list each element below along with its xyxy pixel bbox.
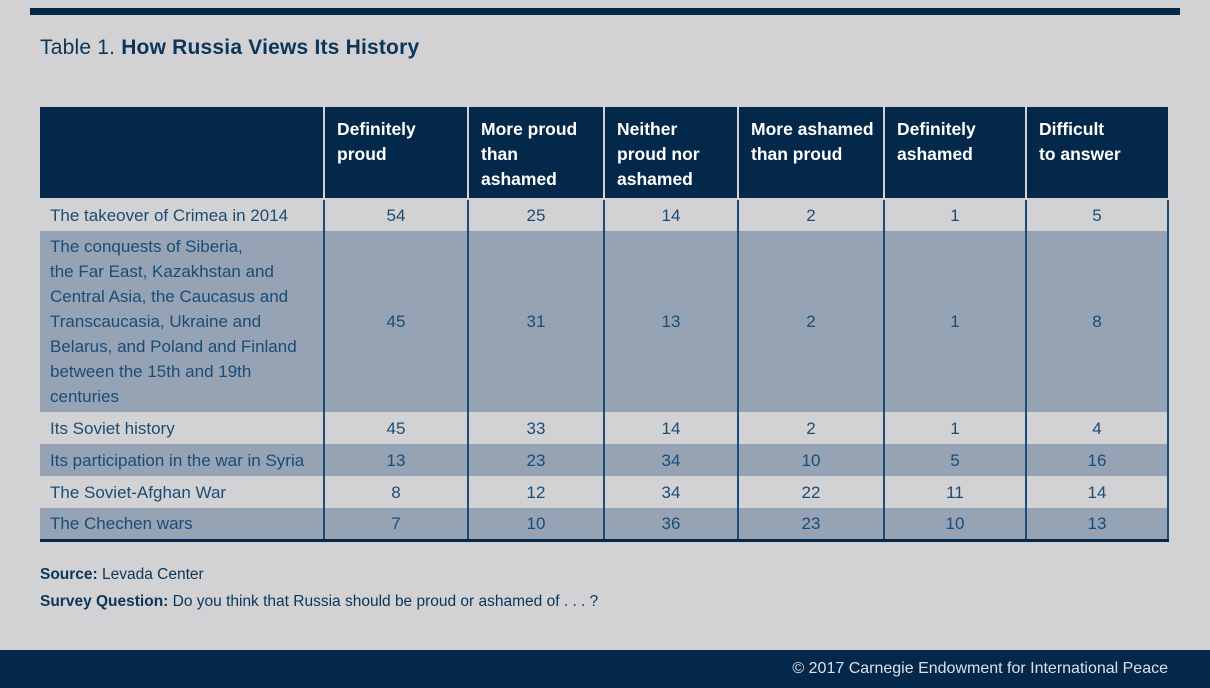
cell-value: 13: [323, 444, 468, 476]
cell-value: 34: [603, 476, 738, 508]
header-cell-definitely-proud: Definitely proud: [323, 107, 468, 200]
cell-value: 2: [737, 412, 884, 444]
table-row-soviet-history: Its Soviet history 45 33 14 2 1 4: [40, 412, 1169, 444]
row-label: The takeover of Crimea in 2014: [50, 206, 289, 225]
cell-value: 10: [467, 508, 604, 541]
cell-value: 13: [1025, 508, 1169, 541]
header-cell-empty: [40, 107, 324, 200]
cell-value: 2: [737, 231, 884, 412]
cell-value: 10: [737, 444, 884, 476]
history-opinion-table: Definitely proud More proud than ashamed…: [40, 107, 1169, 542]
header-row: Definitely proud More proud than ashamed…: [40, 107, 1168, 200]
table-row-chechen-wars: The Chechen wars 7 10 36 23 10 13: [40, 508, 1169, 541]
survey-question-label: Survey Question:: [40, 593, 169, 610]
row-label: The Chechen wars: [50, 514, 193, 533]
row-label: Its participation in the war in Syria: [50, 450, 305, 470]
table-row-afghan-war: The Soviet-Afghan War 8 12 34 22 11 14: [40, 476, 1169, 508]
cell-value: 12: [467, 476, 604, 508]
cell-value: 14: [1025, 476, 1169, 508]
cell-value: 23: [467, 444, 604, 476]
cell-value: 5: [883, 444, 1026, 476]
cell-value: 13: [603, 231, 738, 412]
top-rule: [30, 8, 1180, 15]
cell-value: 10: [883, 508, 1026, 541]
cell-value: 31: [467, 231, 604, 412]
footnotes: Source: Levada Center Survey Question: D…: [40, 561, 598, 615]
survey-question-text: Do you think that Russia should be proud…: [168, 593, 599, 610]
cell-value: 5: [1025, 199, 1169, 231]
row-label: Its Soviet history: [50, 418, 175, 438]
table-row-crimea: The takeover of Crimea in 2014 54 25 14 …: [40, 199, 1169, 231]
table-number-label: Table 1.: [40, 36, 122, 59]
footer-bar: © 2017 Carnegie Endowment for Internatio…: [0, 650, 1210, 688]
cell-value: 34: [603, 444, 738, 476]
copyright-text: © 2017 Carnegie Endowment for Internatio…: [792, 660, 1168, 677]
cell-value: 1: [883, 231, 1026, 412]
source-text: Levada Center: [97, 566, 204, 583]
cell-value: 16: [1025, 444, 1169, 476]
table-title-text: How Russia Views Its History: [121, 36, 420, 59]
survey-question-note: Survey Question: Do you think that Russi…: [40, 588, 598, 615]
header-cell-definitely-ashamed: Definitely ashamed: [883, 107, 1026, 200]
cell-value: 14: [603, 412, 738, 444]
table-row-conquests: The conquests of Siberia, the Far East, …: [40, 231, 1169, 412]
header-cell-difficult: Difficult to answer: [1025, 107, 1168, 200]
cell-value: 1: [883, 199, 1026, 231]
cell-value: 4: [1025, 412, 1169, 444]
header-cell-more-proud: More proud than ashamed: [467, 107, 604, 200]
cell-value: 22: [737, 476, 884, 508]
cell-value: 1: [883, 412, 1026, 444]
page-title: Table 1. How Russia Views Its History: [40, 36, 419, 60]
cell-value: 54: [323, 199, 468, 231]
cell-value: 25: [467, 199, 604, 231]
cell-value: 7: [323, 508, 468, 541]
cell-value: 45: [323, 412, 468, 444]
source-note: Source: Levada Center: [40, 561, 598, 588]
cell-value: 2: [737, 199, 884, 231]
cell-value: 33: [467, 412, 604, 444]
cell-value: 23: [737, 508, 884, 541]
cell-value: 8: [1025, 231, 1169, 412]
source-label: Source:: [40, 566, 98, 583]
cell-value: 36: [603, 508, 738, 541]
row-label: The conquests of Siberia, the Far East, …: [50, 237, 297, 406]
header-cell-neither: Neither proud nor ashamed: [603, 107, 738, 200]
cell-value: 45: [323, 231, 468, 412]
cell-value: 11: [883, 476, 1026, 508]
cell-value: 14: [603, 199, 738, 231]
row-label: The Soviet-Afghan War: [50, 482, 227, 502]
header-cell-more-ashamed: More ashamed than proud: [737, 107, 884, 200]
cell-value: 8: [323, 476, 468, 508]
table-row-syria: Its participation in the war in Syria 13…: [40, 444, 1169, 476]
